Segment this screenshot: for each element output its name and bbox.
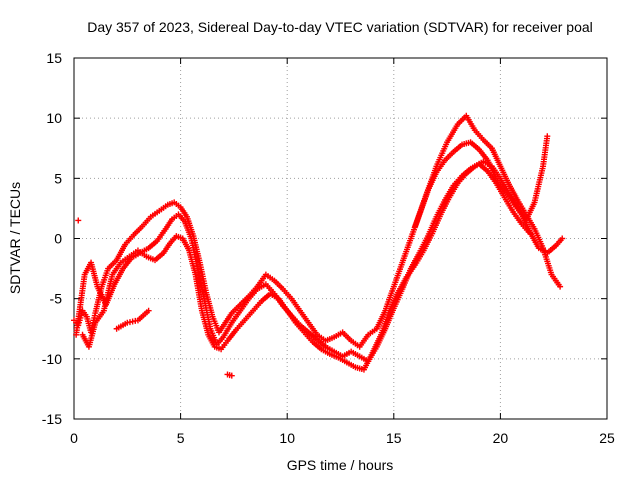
axis-ticks: 0 5 10 15 20 25 -15 -10 -5 0 5 10 15 <box>42 50 615 446</box>
y-tick-label: 15 <box>46 50 62 66</box>
plot-frame <box>73 57 608 420</box>
data-point <box>557 283 564 290</box>
chart-title: Day 357 of 2023, Sidereal Day-to-day VTE… <box>87 19 593 35</box>
x-tick-label: 0 <box>70 430 78 446</box>
x-tick-label: 25 <box>599 430 615 446</box>
y-tick-label: -15 <box>42 411 62 427</box>
y-tick-label: 0 <box>54 231 62 247</box>
y-tick-label: 5 <box>54 170 62 186</box>
x-tick-label: 5 <box>177 430 185 446</box>
data-point <box>75 217 82 224</box>
x-axis-label: GPS time / hours <box>287 457 394 473</box>
x-tick-label: 10 <box>279 430 295 446</box>
x-tick-label: 15 <box>386 430 402 446</box>
series-track-d <box>113 112 564 379</box>
data-point <box>559 235 566 242</box>
y-tick-label: 10 <box>46 110 62 126</box>
y-tick-label: -5 <box>50 291 63 307</box>
grid <box>74 58 607 419</box>
data-point <box>145 307 152 314</box>
y-tick-label: -10 <box>42 351 62 367</box>
data-points <box>71 112 566 379</box>
y-axis-label: SDTVAR / TECUs <box>7 182 23 294</box>
data-point <box>228 372 235 379</box>
data-point <box>527 230 534 237</box>
series-track-a <box>71 139 566 350</box>
x-tick-label: 20 <box>493 430 509 446</box>
data-point <box>544 133 551 140</box>
series-track-c <box>75 133 551 373</box>
